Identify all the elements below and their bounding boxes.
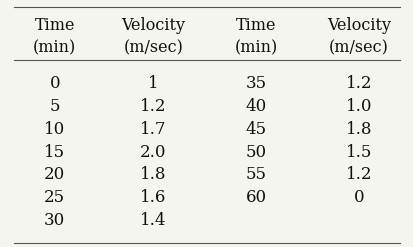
Text: 1.5: 1.5: [345, 144, 371, 161]
Text: 25: 25: [44, 189, 65, 206]
Text: 1.2: 1.2: [140, 98, 166, 115]
Text: Time: Time: [35, 17, 75, 34]
Text: (m/sec): (m/sec): [328, 39, 388, 56]
Text: 0: 0: [353, 189, 363, 206]
Text: 50: 50: [245, 144, 266, 161]
Text: 15: 15: [44, 144, 65, 161]
Text: 30: 30: [44, 212, 65, 229]
Text: 60: 60: [245, 189, 266, 206]
Text: 1: 1: [148, 75, 159, 92]
Text: 1.7: 1.7: [140, 121, 166, 138]
Text: 55: 55: [245, 166, 266, 184]
Text: 40: 40: [245, 98, 266, 115]
Text: 1.8: 1.8: [140, 166, 166, 184]
Text: 1.6: 1.6: [140, 189, 166, 206]
Text: (m/sec): (m/sec): [123, 39, 183, 56]
Text: 5: 5: [50, 98, 60, 115]
Text: 45: 45: [245, 121, 266, 138]
Text: Velocity: Velocity: [121, 17, 185, 34]
Text: 20: 20: [44, 166, 65, 184]
Text: 35: 35: [245, 75, 266, 92]
Text: 1.4: 1.4: [140, 212, 166, 229]
Text: (min): (min): [33, 39, 76, 56]
Text: 1.8: 1.8: [345, 121, 372, 138]
Text: 1.2: 1.2: [345, 75, 372, 92]
Text: Velocity: Velocity: [326, 17, 390, 34]
Text: Time: Time: [235, 17, 276, 34]
Text: 2.0: 2.0: [140, 144, 166, 161]
Text: 1.2: 1.2: [345, 166, 372, 184]
Text: 0: 0: [50, 75, 60, 92]
Text: 1.0: 1.0: [345, 98, 372, 115]
Text: 10: 10: [44, 121, 65, 138]
Text: (min): (min): [234, 39, 277, 56]
